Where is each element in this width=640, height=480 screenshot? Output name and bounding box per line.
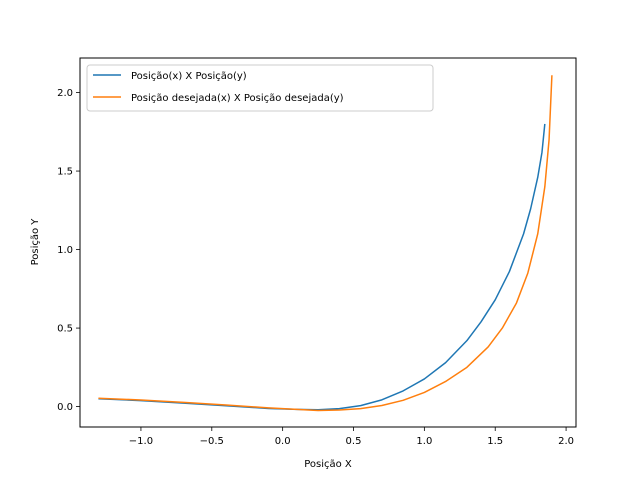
x-tick-label: 1.5: [487, 436, 503, 447]
y-axis-ticks: 0.0 0.5 1.0 1.5 2.0: [57, 88, 80, 413]
x-tick-label: −0.5: [200, 436, 224, 447]
y-tick-label: 1.5: [57, 167, 73, 178]
x-tick-label: −1.0: [129, 436, 153, 447]
series-lines: [98, 75, 553, 412]
series-line-2: [98, 75, 553, 412]
legend-label-series-2: Posição desejada(x) X Posição desejada(y…: [131, 93, 344, 104]
legend-box: [86, 64, 434, 112]
x-tick-label: 2.0: [558, 436, 574, 447]
x-axis-ticks: −1.0 −0.5 0.0 0.5 1.0 1.5 2.0: [129, 427, 574, 447]
y-tick-label: 1.0: [57, 245, 73, 256]
y-tick-label: 0.5: [57, 324, 73, 335]
legend-label-series-1: Posição(x) X Posição(y): [131, 71, 247, 82]
x-axis-label: Posição X: [304, 459, 352, 470]
y-axis-label: Posição Y: [30, 218, 41, 266]
x-tick-label: 1.0: [416, 436, 432, 447]
x-tick-label: 0.0: [275, 436, 291, 447]
x-tick-label: 0.5: [346, 436, 362, 447]
plot-frame: [79, 57, 577, 428]
y-tick-label: 0.0: [57, 402, 73, 413]
legend: Posição(x) X Posição(y) Posição desejada…: [86, 64, 434, 112]
y-tick-label: 2.0: [57, 88, 73, 99]
